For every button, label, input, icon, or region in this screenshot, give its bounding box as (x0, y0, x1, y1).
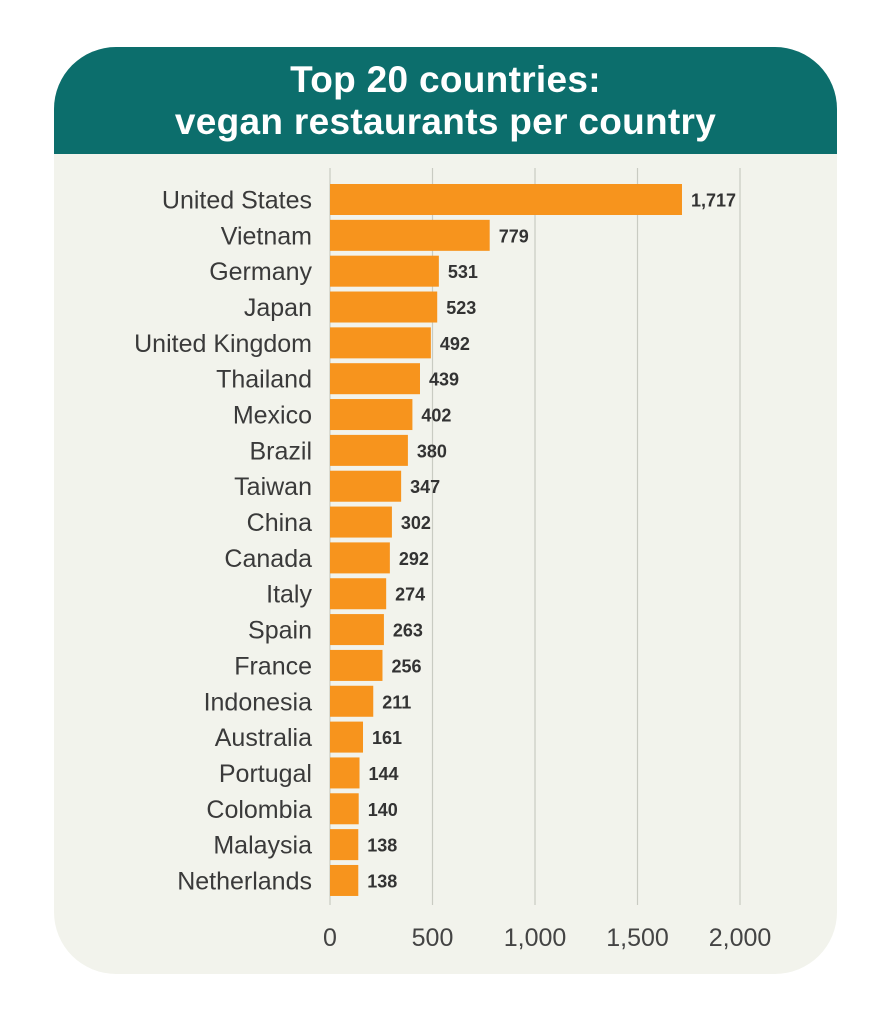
value-label: 144 (369, 764, 399, 784)
value-label: 138 (367, 836, 397, 856)
category-label: Germany (209, 258, 312, 286)
category-label: Italy (266, 581, 312, 609)
x-tick-label: 2,000 (709, 924, 772, 952)
bar-mexico (330, 399, 413, 431)
bar-australia (330, 721, 364, 753)
value-label: 779 (499, 226, 529, 246)
bar-spain (330, 614, 384, 646)
category-label: Japan (244, 294, 312, 322)
category-label: Taiwan (234, 473, 312, 501)
value-label: 274 (395, 585, 425, 605)
bar-japan (330, 291, 438, 323)
category-label: United Kingdom (134, 330, 312, 358)
category-label: China (247, 509, 312, 537)
bar-vietnam (330, 219, 490, 251)
bar-france (330, 649, 383, 681)
value-label: 439 (429, 370, 459, 390)
value-label: 347 (410, 477, 440, 497)
value-label: 302 (401, 513, 431, 533)
value-label: 523 (446, 298, 476, 318)
x-tick-label: 0 (323, 924, 337, 952)
value-label: 256 (391, 656, 421, 676)
value-label: 161 (372, 728, 402, 748)
bar-united-states (330, 184, 682, 215)
value-label: 140 (368, 800, 398, 820)
chart-title: Top 20 countries: vegan restaurants per … (54, 59, 837, 143)
value-label: 1,717 (691, 191, 736, 211)
category-label: Indonesia (204, 688, 313, 716)
category-label: Thailand (216, 366, 312, 394)
bar-netherlands (330, 864, 359, 896)
x-axis-tick-labels: 0 500 1,000 1,500 2,000 (323, 924, 771, 952)
bar-malaysia (330, 829, 359, 861)
category-label: Brazil (249, 437, 312, 465)
x-tick-label: 1,500 (606, 924, 669, 952)
x-tick-label: 500 (412, 924, 454, 952)
value-labels: 1,717 779 531 523 492 439 402 380 347 302 292 274 26… (367, 191, 736, 892)
category-label: Netherlands (177, 867, 312, 895)
bar-germany (330, 255, 439, 287)
x-tick-label: 1,000 (504, 924, 567, 952)
value-label: 492 (440, 334, 470, 354)
category-label: Australia (215, 724, 312, 752)
bar-italy (330, 578, 387, 610)
bar-brazil (330, 434, 408, 466)
category-labels: United States Vietnam Germany Japan United K… (134, 187, 312, 896)
category-label: Mexico (233, 402, 312, 430)
chart-header: Top 20 countries: vegan restaurants per … (54, 47, 837, 154)
category-label: Vietnam (221, 222, 312, 250)
chart-title-line-2: vegan restaurants per country (174, 101, 717, 142)
value-label: 531 (448, 262, 478, 282)
value-label: 402 (421, 406, 451, 426)
value-label: 292 (399, 549, 429, 569)
bar-taiwan (330, 470, 402, 502)
bar-thailand (330, 363, 420, 395)
category-label: Malaysia (213, 832, 312, 860)
value-label: 380 (417, 441, 447, 461)
category-label: United States (162, 187, 312, 215)
chart-title-line-1: Top 20 countries: (290, 59, 601, 100)
category-label: France (234, 652, 312, 680)
value-label: 263 (393, 621, 423, 641)
category-label: Canada (224, 545, 312, 573)
bars (330, 184, 682, 896)
category-label: Colombia (206, 796, 312, 824)
bar-canada (330, 542, 390, 574)
bar-colombia (330, 793, 359, 825)
bar-portugal (330, 757, 360, 789)
bar-united-kingdom (330, 327, 431, 359)
category-label: Portugal (219, 760, 312, 788)
value-label: 211 (382, 692, 411, 712)
value-label: 138 (367, 871, 397, 891)
bar-indonesia (330, 685, 374, 717)
category-label: Spain (248, 617, 312, 645)
bar-china (330, 506, 392, 538)
